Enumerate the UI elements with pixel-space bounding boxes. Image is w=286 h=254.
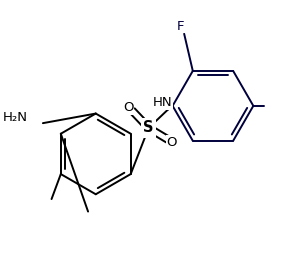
- Text: O: O: [123, 101, 134, 114]
- Text: S: S: [143, 120, 154, 135]
- Text: F: F: [176, 20, 184, 33]
- Text: HN: HN: [153, 97, 173, 109]
- Text: O: O: [166, 136, 177, 149]
- Text: H₂N: H₂N: [3, 111, 27, 124]
